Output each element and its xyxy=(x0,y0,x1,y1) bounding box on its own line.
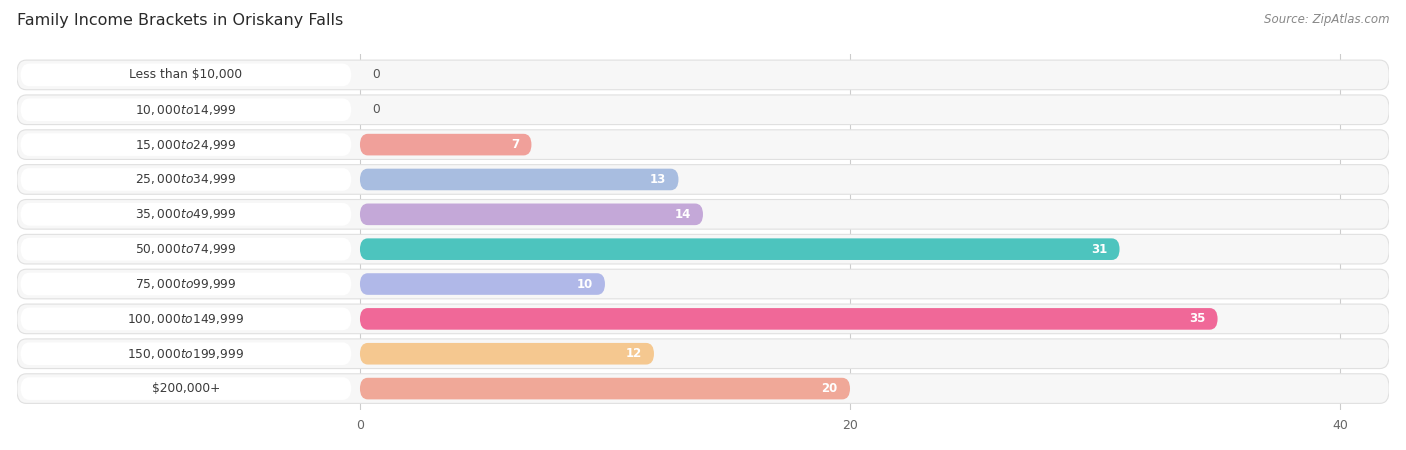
Text: $100,000 to $149,999: $100,000 to $149,999 xyxy=(128,312,245,326)
Text: 14: 14 xyxy=(675,208,690,221)
Text: 0: 0 xyxy=(373,103,380,116)
FancyBboxPatch shape xyxy=(21,168,351,191)
FancyBboxPatch shape xyxy=(21,273,351,295)
FancyBboxPatch shape xyxy=(360,308,1218,330)
FancyBboxPatch shape xyxy=(17,60,1389,90)
Text: $150,000 to $199,999: $150,000 to $199,999 xyxy=(128,347,245,361)
FancyBboxPatch shape xyxy=(360,343,654,364)
FancyBboxPatch shape xyxy=(360,169,679,190)
FancyBboxPatch shape xyxy=(17,95,1389,125)
FancyBboxPatch shape xyxy=(360,238,1119,260)
Text: 10: 10 xyxy=(576,278,593,291)
FancyBboxPatch shape xyxy=(17,130,1389,159)
FancyBboxPatch shape xyxy=(360,134,531,155)
Text: 13: 13 xyxy=(650,173,666,186)
Text: Less than $10,000: Less than $10,000 xyxy=(129,68,242,81)
Text: 7: 7 xyxy=(512,138,519,151)
FancyBboxPatch shape xyxy=(21,63,351,86)
FancyBboxPatch shape xyxy=(17,269,1389,299)
Text: $50,000 to $74,999: $50,000 to $74,999 xyxy=(135,242,236,256)
FancyBboxPatch shape xyxy=(17,199,1389,229)
Text: 35: 35 xyxy=(1189,312,1205,325)
FancyBboxPatch shape xyxy=(360,273,605,295)
FancyBboxPatch shape xyxy=(17,339,1389,369)
FancyBboxPatch shape xyxy=(360,378,851,400)
Text: Family Income Brackets in Oriskany Falls: Family Income Brackets in Oriskany Falls xyxy=(17,14,343,28)
FancyBboxPatch shape xyxy=(17,165,1389,194)
FancyBboxPatch shape xyxy=(17,304,1389,334)
FancyBboxPatch shape xyxy=(21,238,351,261)
Text: $15,000 to $24,999: $15,000 to $24,999 xyxy=(135,138,236,152)
Text: 12: 12 xyxy=(626,347,641,360)
FancyBboxPatch shape xyxy=(360,203,703,225)
Text: $200,000+: $200,000+ xyxy=(152,382,221,395)
FancyBboxPatch shape xyxy=(21,203,351,225)
Text: 0: 0 xyxy=(373,68,380,81)
Text: $10,000 to $14,999: $10,000 to $14,999 xyxy=(135,103,236,117)
Text: 20: 20 xyxy=(821,382,838,395)
FancyBboxPatch shape xyxy=(21,377,351,400)
Text: $75,000 to $99,999: $75,000 to $99,999 xyxy=(135,277,236,291)
FancyBboxPatch shape xyxy=(21,307,351,330)
FancyBboxPatch shape xyxy=(17,234,1389,264)
FancyBboxPatch shape xyxy=(21,99,351,121)
FancyBboxPatch shape xyxy=(21,342,351,365)
FancyBboxPatch shape xyxy=(21,133,351,156)
Text: $25,000 to $34,999: $25,000 to $34,999 xyxy=(135,172,236,186)
Text: Source: ZipAtlas.com: Source: ZipAtlas.com xyxy=(1264,14,1389,27)
Text: $35,000 to $49,999: $35,000 to $49,999 xyxy=(135,207,236,221)
Text: 31: 31 xyxy=(1091,243,1108,256)
FancyBboxPatch shape xyxy=(17,374,1389,403)
